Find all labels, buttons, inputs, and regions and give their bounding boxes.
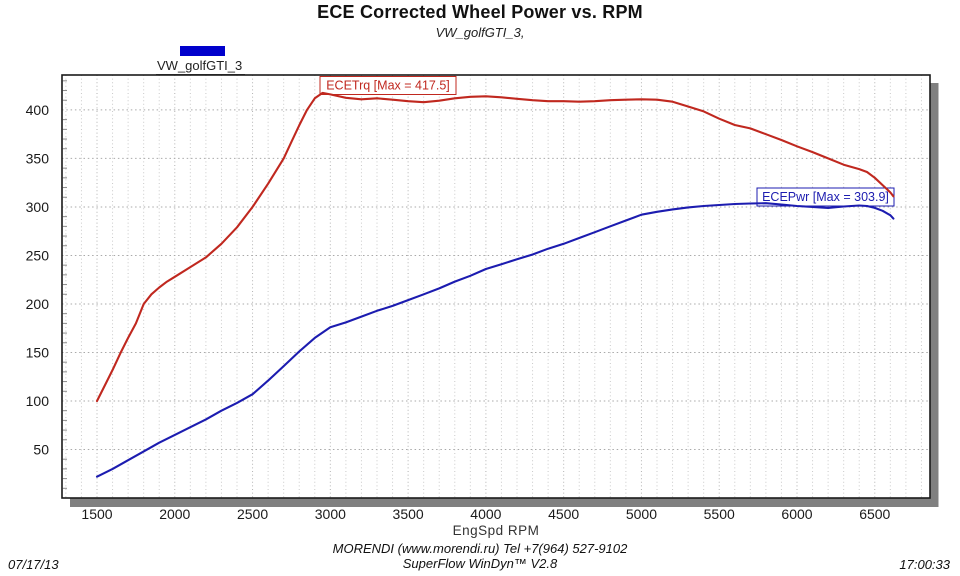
- footer-time: 17:00:33: [899, 557, 950, 572]
- x-tick-label: 4000: [470, 506, 501, 522]
- plot-background: [62, 75, 930, 498]
- x-axis-label: EngSpd RPM: [452, 523, 540, 538]
- footer-contact: MORENDI (www.morendi.ru) Tel +7(964) 527…: [332, 541, 628, 556]
- annotation-ecetrq-box: [319, 76, 457, 95]
- x-tick-label: 3500: [393, 506, 424, 522]
- curves: [95, 91, 895, 478]
- x-tick-label: 5500: [704, 506, 735, 522]
- y-tick-label: 200: [26, 296, 50, 312]
- x-tick-label: 6500: [859, 506, 890, 522]
- chart-title: ECE Corrected Wheel Power vs. RPM: [317, 2, 643, 22]
- y-tick-label: 50: [33, 441, 49, 457]
- annotation-ecetrq-text: ECETrq [Max = 417.5]: [326, 79, 450, 93]
- x-tick-label: 2000: [159, 506, 190, 522]
- y-tick-label: 100: [26, 393, 50, 409]
- y-tick-label: 300: [26, 199, 50, 215]
- y-tick-label: 250: [26, 247, 50, 263]
- y-tick-label: 350: [26, 150, 50, 166]
- annotation-ecetrq: ECETrq [Max = 417.5]: [319, 76, 457, 95]
- annotation-ecepwr: ECEPwr [Max = 303.9]: [756, 187, 895, 207]
- y-tick-label: 150: [26, 344, 50, 360]
- footer-software: SuperFlow WinDyn™ V2.8: [402, 556, 558, 571]
- chart-subtitle: VW_golfGTI_3,: [435, 25, 525, 40]
- x-tick-label: 2500: [237, 506, 268, 522]
- plot-frame: [61, 74, 931, 499]
- plot-shadow-right: [930, 83, 939, 507]
- x-tick-label: 6000: [781, 506, 812, 522]
- y-tick-label: 400: [26, 102, 50, 118]
- x-tick-label: 3000: [315, 506, 346, 522]
- grid: [62, 75, 930, 498]
- footer-date: 07/17/13: [8, 557, 59, 572]
- curve-ecepwr: [95, 202, 895, 478]
- plot-shadow-bottom: [70, 498, 938, 507]
- x-tick-label: 4500: [548, 506, 579, 522]
- legend-swatch: [180, 46, 225, 56]
- x-tick-label: 1500: [81, 506, 112, 522]
- x-tick-label: 5000: [626, 506, 657, 522]
- annotation-ecepwr-text: ECEPwr [Max = 303.9]: [762, 190, 889, 204]
- curve-ecetrq: [95, 91, 895, 403]
- tick-labels: 1500 2000 2500 3000 3500 4000 4500 5000 5500 6000…: [26, 102, 891, 522]
